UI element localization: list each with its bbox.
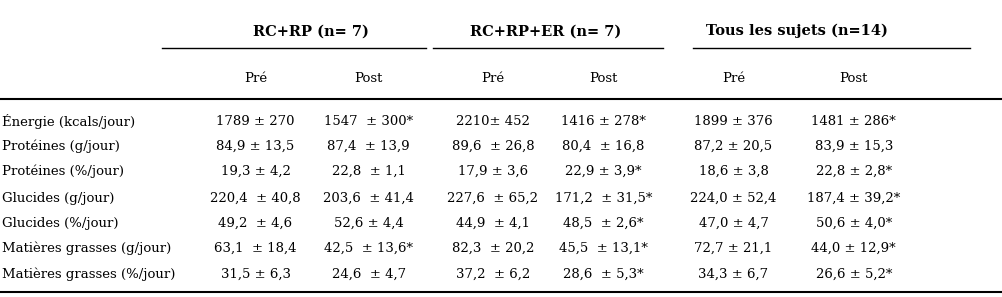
Text: Matières grasses (g/jour): Matières grasses (g/jour) xyxy=(2,242,171,255)
Text: 2210± 452: 2210± 452 xyxy=(456,115,530,128)
Text: Post: Post xyxy=(355,72,383,85)
Text: 45,5  ± 13,1*: 45,5 ± 13,1* xyxy=(559,242,647,255)
Text: 19,3 ± 4,2: 19,3 ± 4,2 xyxy=(220,165,291,178)
Text: 26,6 ± 5,2*: 26,6 ± 5,2* xyxy=(816,267,892,280)
Text: 42,5  ± 13,6*: 42,5 ± 13,6* xyxy=(325,242,413,255)
Text: 80,4  ± 16,8: 80,4 ± 16,8 xyxy=(562,140,644,153)
Text: 87,4  ± 13,9: 87,4 ± 13,9 xyxy=(328,140,410,153)
Text: RC+RP+ER (n= 7): RC+RP+ER (n= 7) xyxy=(471,24,621,38)
Text: 44,9  ± 4,1: 44,9 ± 4,1 xyxy=(456,217,530,230)
Text: 18,6 ± 3,8: 18,6 ± 3,8 xyxy=(698,165,769,178)
Text: 82,3  ± 20,2: 82,3 ± 20,2 xyxy=(452,242,534,255)
Text: 89,6  ± 26,8: 89,6 ± 26,8 xyxy=(452,140,534,153)
Text: 31,5 ± 6,3: 31,5 ± 6,3 xyxy=(220,267,291,280)
Text: Matières grasses (%/jour): Matières grasses (%/jour) xyxy=(2,267,175,281)
Text: 1789 ± 270: 1789 ± 270 xyxy=(216,115,295,128)
Text: 171,2  ± 31,5*: 171,2 ± 31,5* xyxy=(554,192,652,205)
Text: 22,8 ± 2,8*: 22,8 ± 2,8* xyxy=(816,165,892,178)
Text: 1547  ± 300*: 1547 ± 300* xyxy=(325,115,413,128)
Text: Protéines (g/jour): Protéines (g/jour) xyxy=(2,139,120,153)
Text: 50,6 ± 4,0*: 50,6 ± 4,0* xyxy=(816,217,892,230)
Text: Glucides (%/jour): Glucides (%/jour) xyxy=(2,217,118,230)
Text: 22,9 ± 3,9*: 22,9 ± 3,9* xyxy=(565,165,641,178)
Text: Énergie (kcals/jour): Énergie (kcals/jour) xyxy=(2,114,135,129)
Text: 37,2  ± 6,2: 37,2 ± 6,2 xyxy=(456,267,530,280)
Text: 203,6  ± 41,4: 203,6 ± 41,4 xyxy=(324,192,414,205)
Text: Protéines (%/jour): Protéines (%/jour) xyxy=(2,165,124,178)
Text: 48,5  ± 2,6*: 48,5 ± 2,6* xyxy=(563,217,643,230)
Text: 224,0 ± 52,4: 224,0 ± 52,4 xyxy=(690,192,777,205)
Text: Glucides (g/jour): Glucides (g/jour) xyxy=(2,192,114,205)
Text: 22,8  ± 1,1: 22,8 ± 1,1 xyxy=(332,165,406,178)
Text: 44,0 ± 12,9*: 44,0 ± 12,9* xyxy=(812,242,896,255)
Text: 47,0 ± 4,7: 47,0 ± 4,7 xyxy=(698,217,769,230)
Text: 227,6  ± 65,2: 227,6 ± 65,2 xyxy=(448,192,538,205)
Text: 49,2  ± 4,6: 49,2 ± 4,6 xyxy=(218,217,293,230)
Text: 34,3 ± 6,7: 34,3 ± 6,7 xyxy=(698,267,769,280)
Text: Pré: Pré xyxy=(481,72,505,85)
Text: 84,9 ± 13,5: 84,9 ± 13,5 xyxy=(216,140,295,153)
Text: 52,6 ± 4,4: 52,6 ± 4,4 xyxy=(334,217,404,230)
Text: 83,9 ± 15,3: 83,9 ± 15,3 xyxy=(815,140,893,153)
Text: RC+RP (n= 7): RC+RP (n= 7) xyxy=(253,24,369,38)
Text: 1899 ± 376: 1899 ± 376 xyxy=(694,115,773,128)
Text: 1481 ± 286*: 1481 ± 286* xyxy=(812,115,896,128)
Text: 187,4 ± 39,2*: 187,4 ± 39,2* xyxy=(807,192,901,205)
Text: Pré: Pré xyxy=(721,72,745,85)
Text: 17,9 ± 3,6: 17,9 ± 3,6 xyxy=(458,165,528,178)
Text: 220,4  ± 40,8: 220,4 ± 40,8 xyxy=(210,192,301,205)
Text: Pré: Pré xyxy=(243,72,268,85)
Text: 63,1  ± 18,4: 63,1 ± 18,4 xyxy=(214,242,297,255)
Text: 72,7 ± 21,1: 72,7 ± 21,1 xyxy=(694,242,773,255)
Text: 28,6  ± 5,3*: 28,6 ± 5,3* xyxy=(563,267,643,280)
Text: Post: Post xyxy=(840,72,868,85)
Text: 87,2 ± 20,5: 87,2 ± 20,5 xyxy=(694,140,773,153)
Text: Post: Post xyxy=(589,72,617,85)
Text: 1416 ± 278*: 1416 ± 278* xyxy=(561,115,645,128)
Text: Tous les sujets (n=14): Tous les sujets (n=14) xyxy=(705,24,888,38)
Text: 24,6  ± 4,7: 24,6 ± 4,7 xyxy=(332,267,406,280)
